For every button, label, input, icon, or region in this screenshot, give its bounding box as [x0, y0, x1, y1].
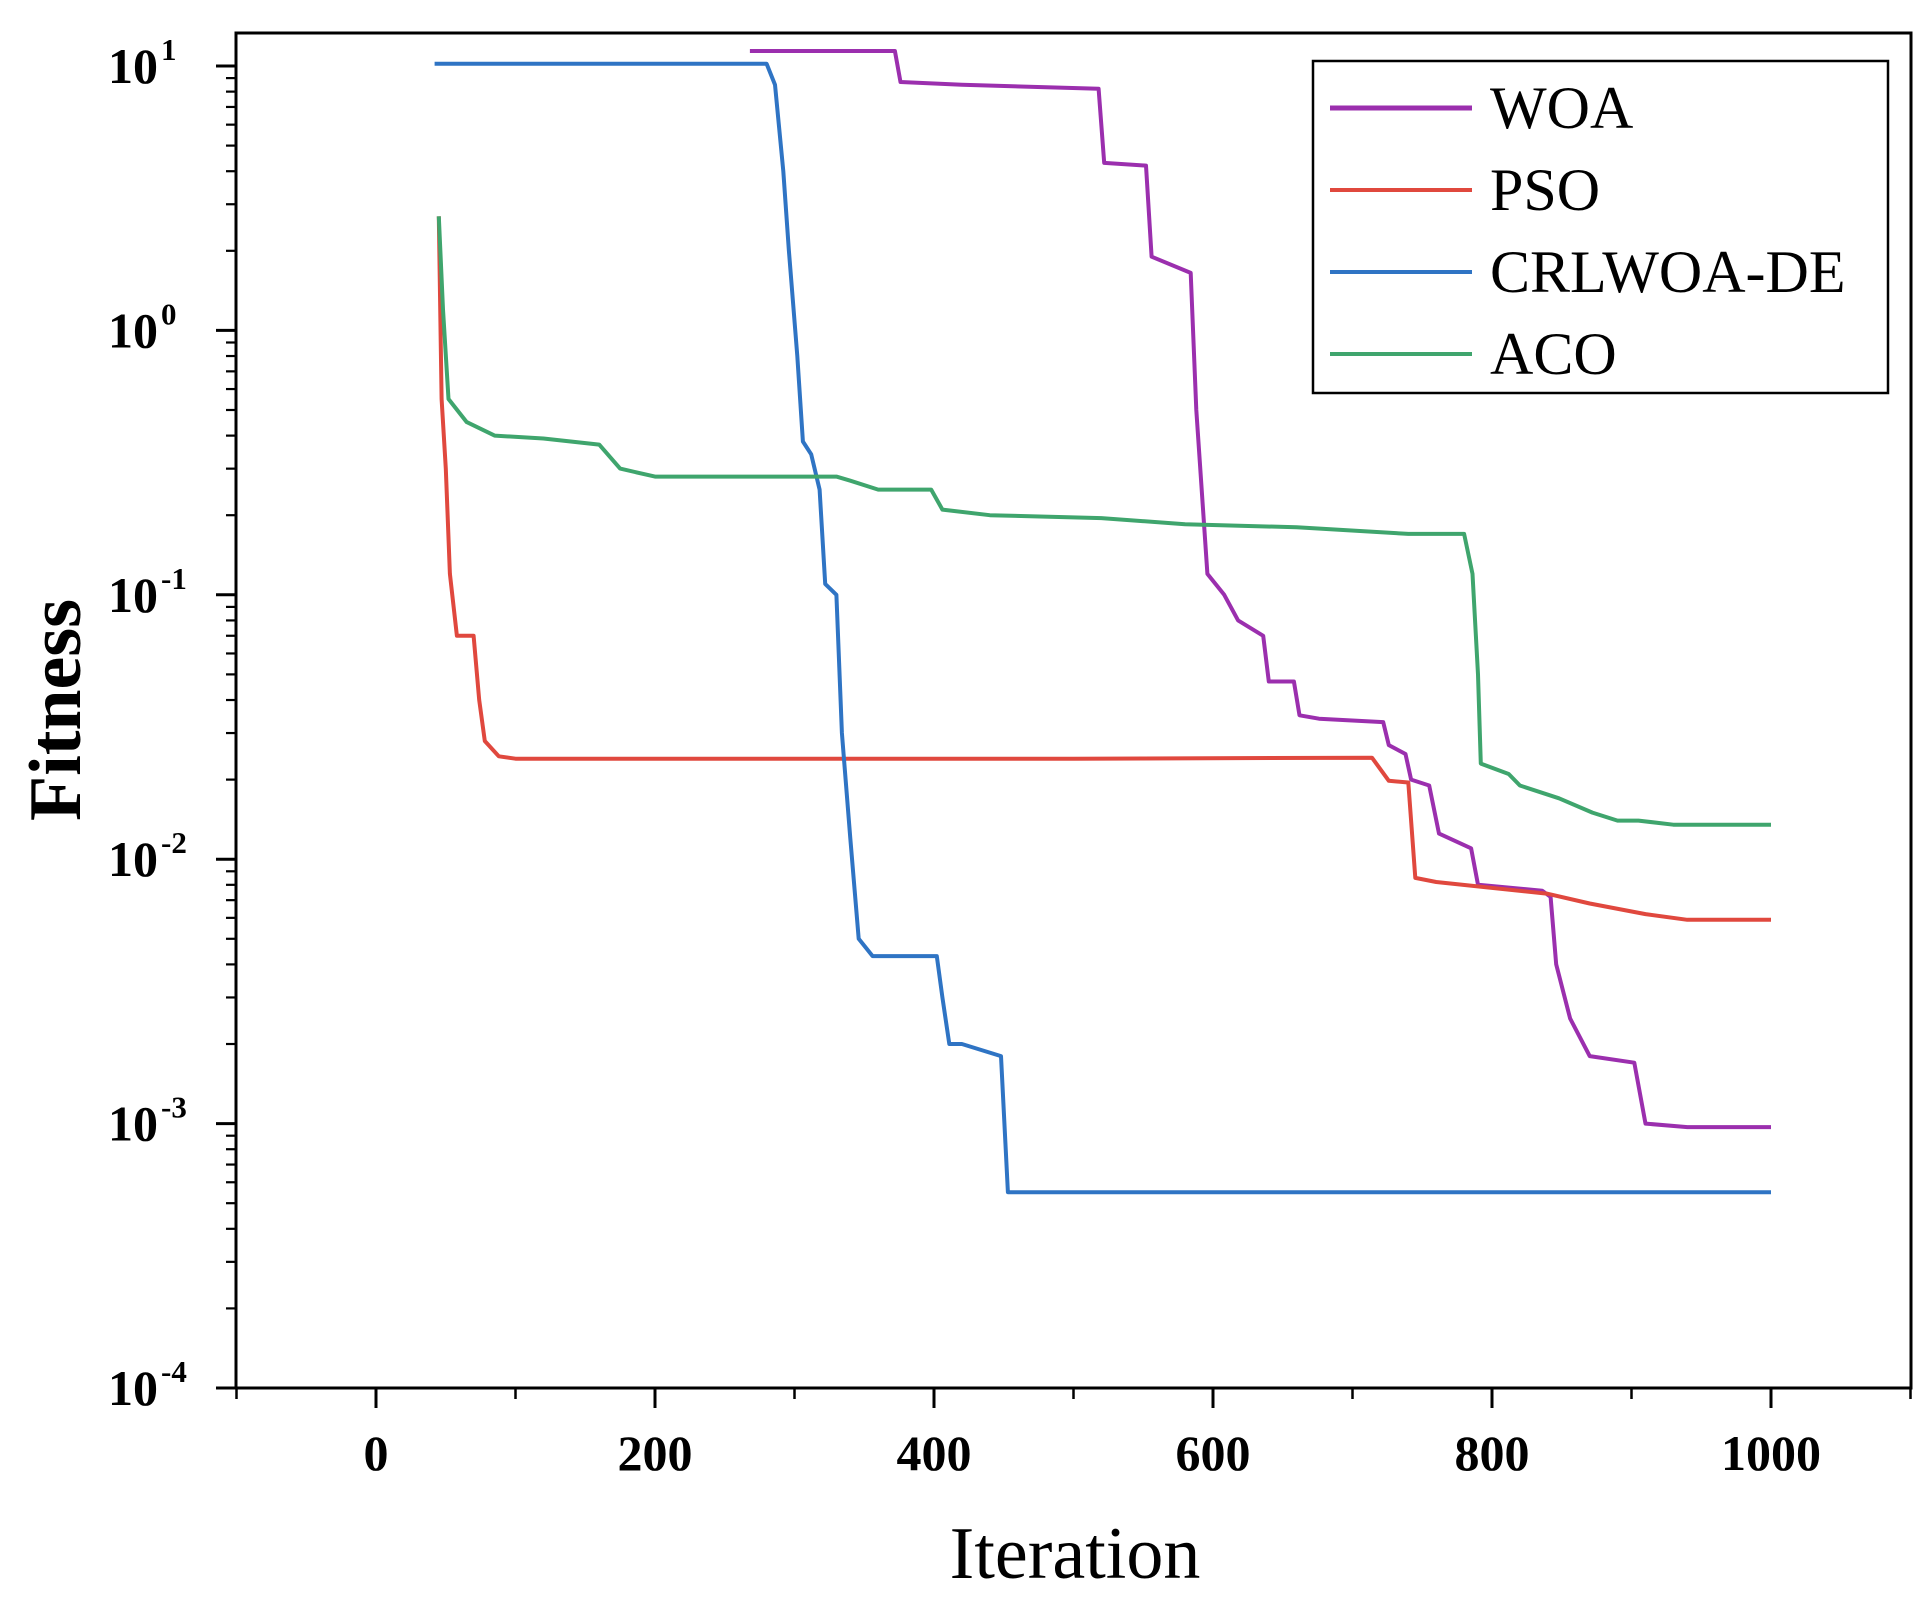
y-tick-label-base: 10 — [108, 1096, 158, 1152]
y-tick-label-exponent: -3 — [161, 1090, 187, 1125]
y-tick-label-base: 10 — [108, 831, 158, 887]
y-tick-label-base: 10 — [108, 567, 158, 623]
y-tick-label-base: 10 — [108, 302, 158, 358]
y-tick-label-exponent: -2 — [161, 825, 187, 860]
y-tick-label-exponent: 1 — [161, 32, 177, 67]
y-tick-label-exponent: -1 — [161, 561, 187, 596]
series-line-pso — [436, 216, 1771, 922]
series-line-crlwoa-de — [434, 61, 1771, 1195]
x-tick-label: 400 — [897, 1425, 972, 1481]
x-tick-label: 1000 — [1721, 1425, 1821, 1481]
series-lines — [434, 49, 1771, 1195]
series-line-woa — [749, 49, 1771, 1130]
x-axis-title: Iteration — [950, 1513, 1201, 1595]
y-tick-label-exponent: -4 — [161, 1354, 187, 1389]
y-tick-label-base: 10 — [108, 38, 158, 94]
y-tick-label-base: 10 — [108, 1360, 158, 1416]
legend-label-pso: PSO — [1490, 157, 1600, 223]
legend-label-woa: WOA — [1490, 75, 1633, 141]
legend-label-crlwoa-de: CRLWOA-DE — [1490, 239, 1846, 305]
y-axis-title: Fitness — [15, 599, 97, 821]
x-axis-ticks: 0 200 400 600 800 1000 — [235, 1388, 1912, 1481]
legend: WOA PSO CRLWOA-DE ACO — [1311, 59, 1890, 395]
x-tick-label: 800 — [1455, 1425, 1530, 1481]
x-tick-label: 600 — [1176, 1425, 1251, 1481]
legend-box — [1311, 59, 1890, 395]
series-line-aco — [436, 216, 1771, 827]
legend-label-aco: ACO — [1490, 321, 1617, 387]
x-tick-label: 200 — [618, 1425, 693, 1481]
y-tick-label-exponent: 0 — [161, 296, 177, 331]
x-tick-label: 0 — [364, 1425, 389, 1481]
